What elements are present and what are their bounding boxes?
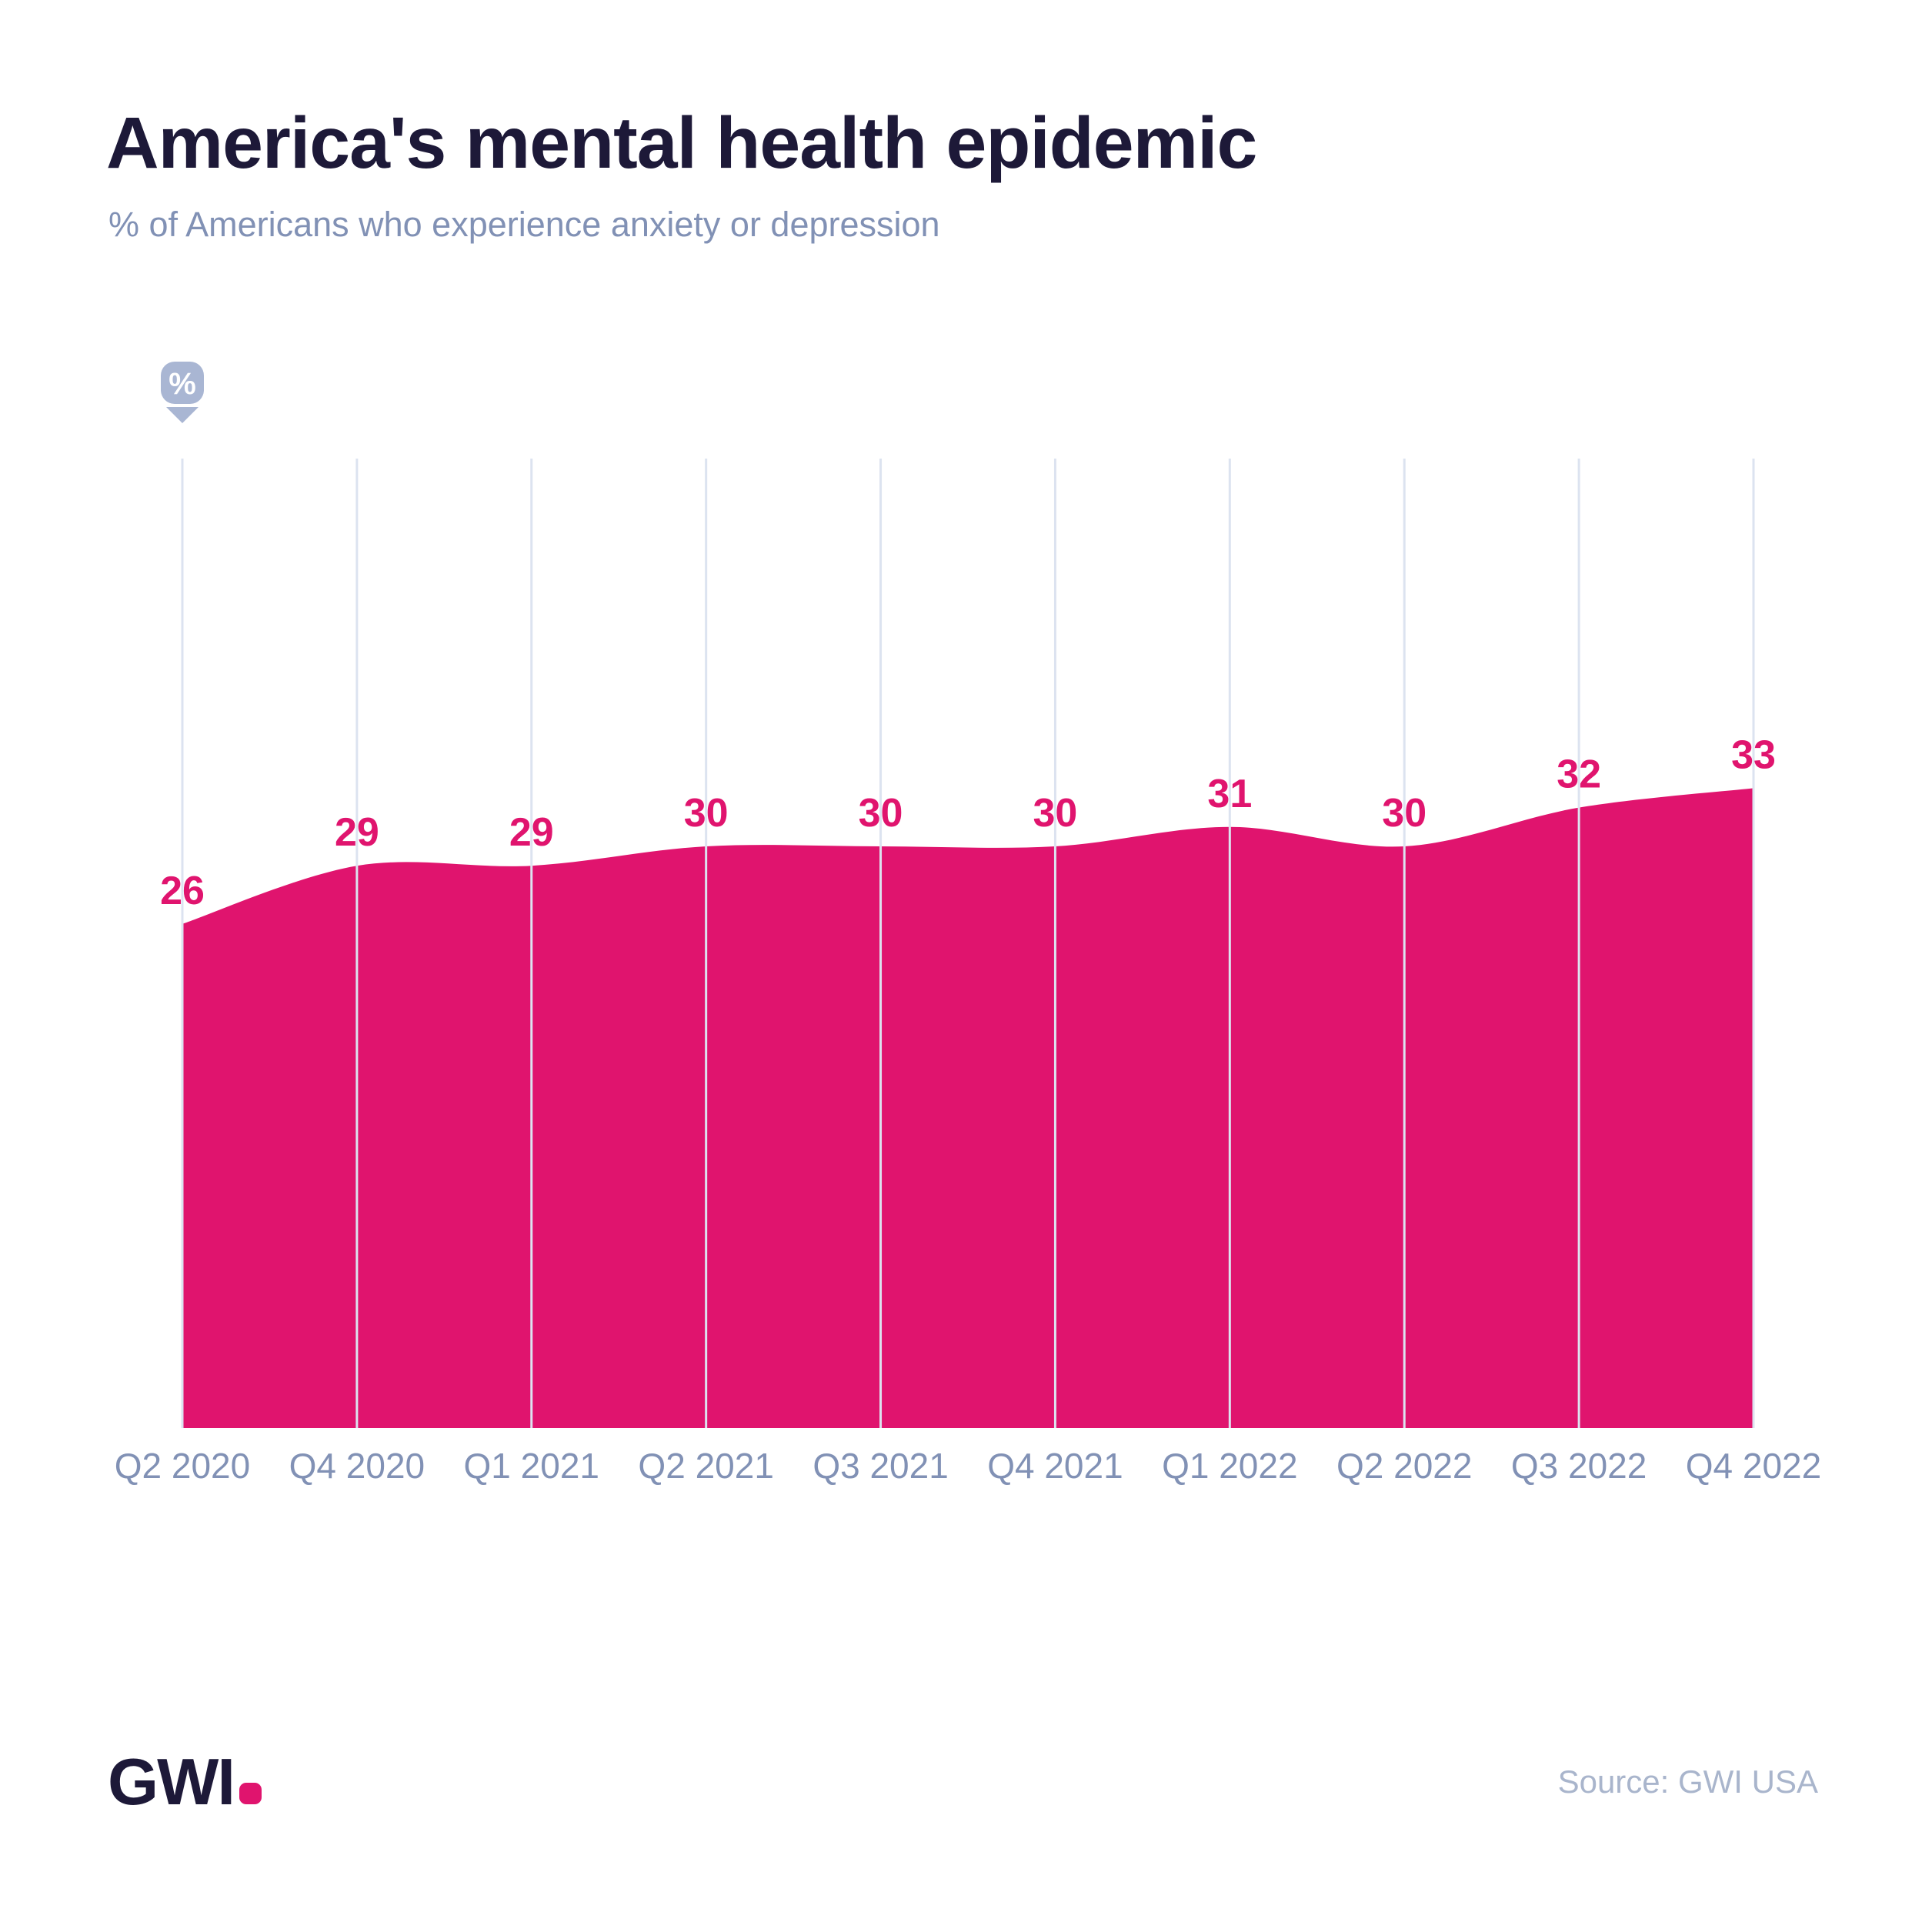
value-label-Q2 2022: 30 xyxy=(1382,791,1426,836)
value-label-Q3 2021: 30 xyxy=(859,791,903,836)
source-label: Source: GWI USA xyxy=(1557,1763,1818,1800)
value-label-Q4 2020: 29 xyxy=(335,810,379,855)
x-axis-label-Q2 2022: Q2 2022 xyxy=(1336,1446,1472,1486)
value-label-Q2 2020: 26 xyxy=(160,869,205,913)
gwi-logo: GWI xyxy=(108,1745,262,1820)
page-title: America's mental health epidemic xyxy=(106,102,1257,184)
x-axis-label-Q2 2020: Q2 2020 xyxy=(115,1446,250,1486)
area-series xyxy=(182,788,1753,1428)
x-axis-label-Q3 2021: Q3 2021 xyxy=(813,1446,948,1486)
x-axis-label-Q4 2020: Q4 2020 xyxy=(289,1446,425,1486)
value-label-Q2 2021: 30 xyxy=(684,791,729,836)
percent-pin-pointer-icon xyxy=(166,407,199,423)
gwi-logo-dot-icon xyxy=(239,1783,262,1804)
percent-glyph-icon: % xyxy=(169,367,196,401)
value-label-Q3 2022: 32 xyxy=(1557,752,1601,797)
x-axis-label-Q4 2022: Q4 2022 xyxy=(1686,1446,1821,1486)
value-label-Q4 2021: 30 xyxy=(1033,791,1078,836)
x-axis-label-Q1 2021: Q1 2021 xyxy=(464,1446,599,1486)
value-label-Q1 2022: 31 xyxy=(1207,772,1252,816)
x-axis-label-Q4 2021: Q4 2021 xyxy=(987,1446,1123,1486)
percent-pin-icon xyxy=(161,362,204,404)
value-label-Q4 2022: 33 xyxy=(1731,732,1776,777)
value-label-Q1 2021: 29 xyxy=(509,810,554,855)
page-subtitle: % of Americans who experience anxiety or… xyxy=(108,205,940,244)
gwi-logo-text: GWI xyxy=(108,1746,235,1819)
x-axis-label-Q2 2021: Q2 2021 xyxy=(638,1446,773,1486)
x-axis-label-Q3 2022: Q3 2022 xyxy=(1511,1446,1647,1486)
x-axis-label-Q1 2022: Q1 2022 xyxy=(1162,1446,1297,1486)
